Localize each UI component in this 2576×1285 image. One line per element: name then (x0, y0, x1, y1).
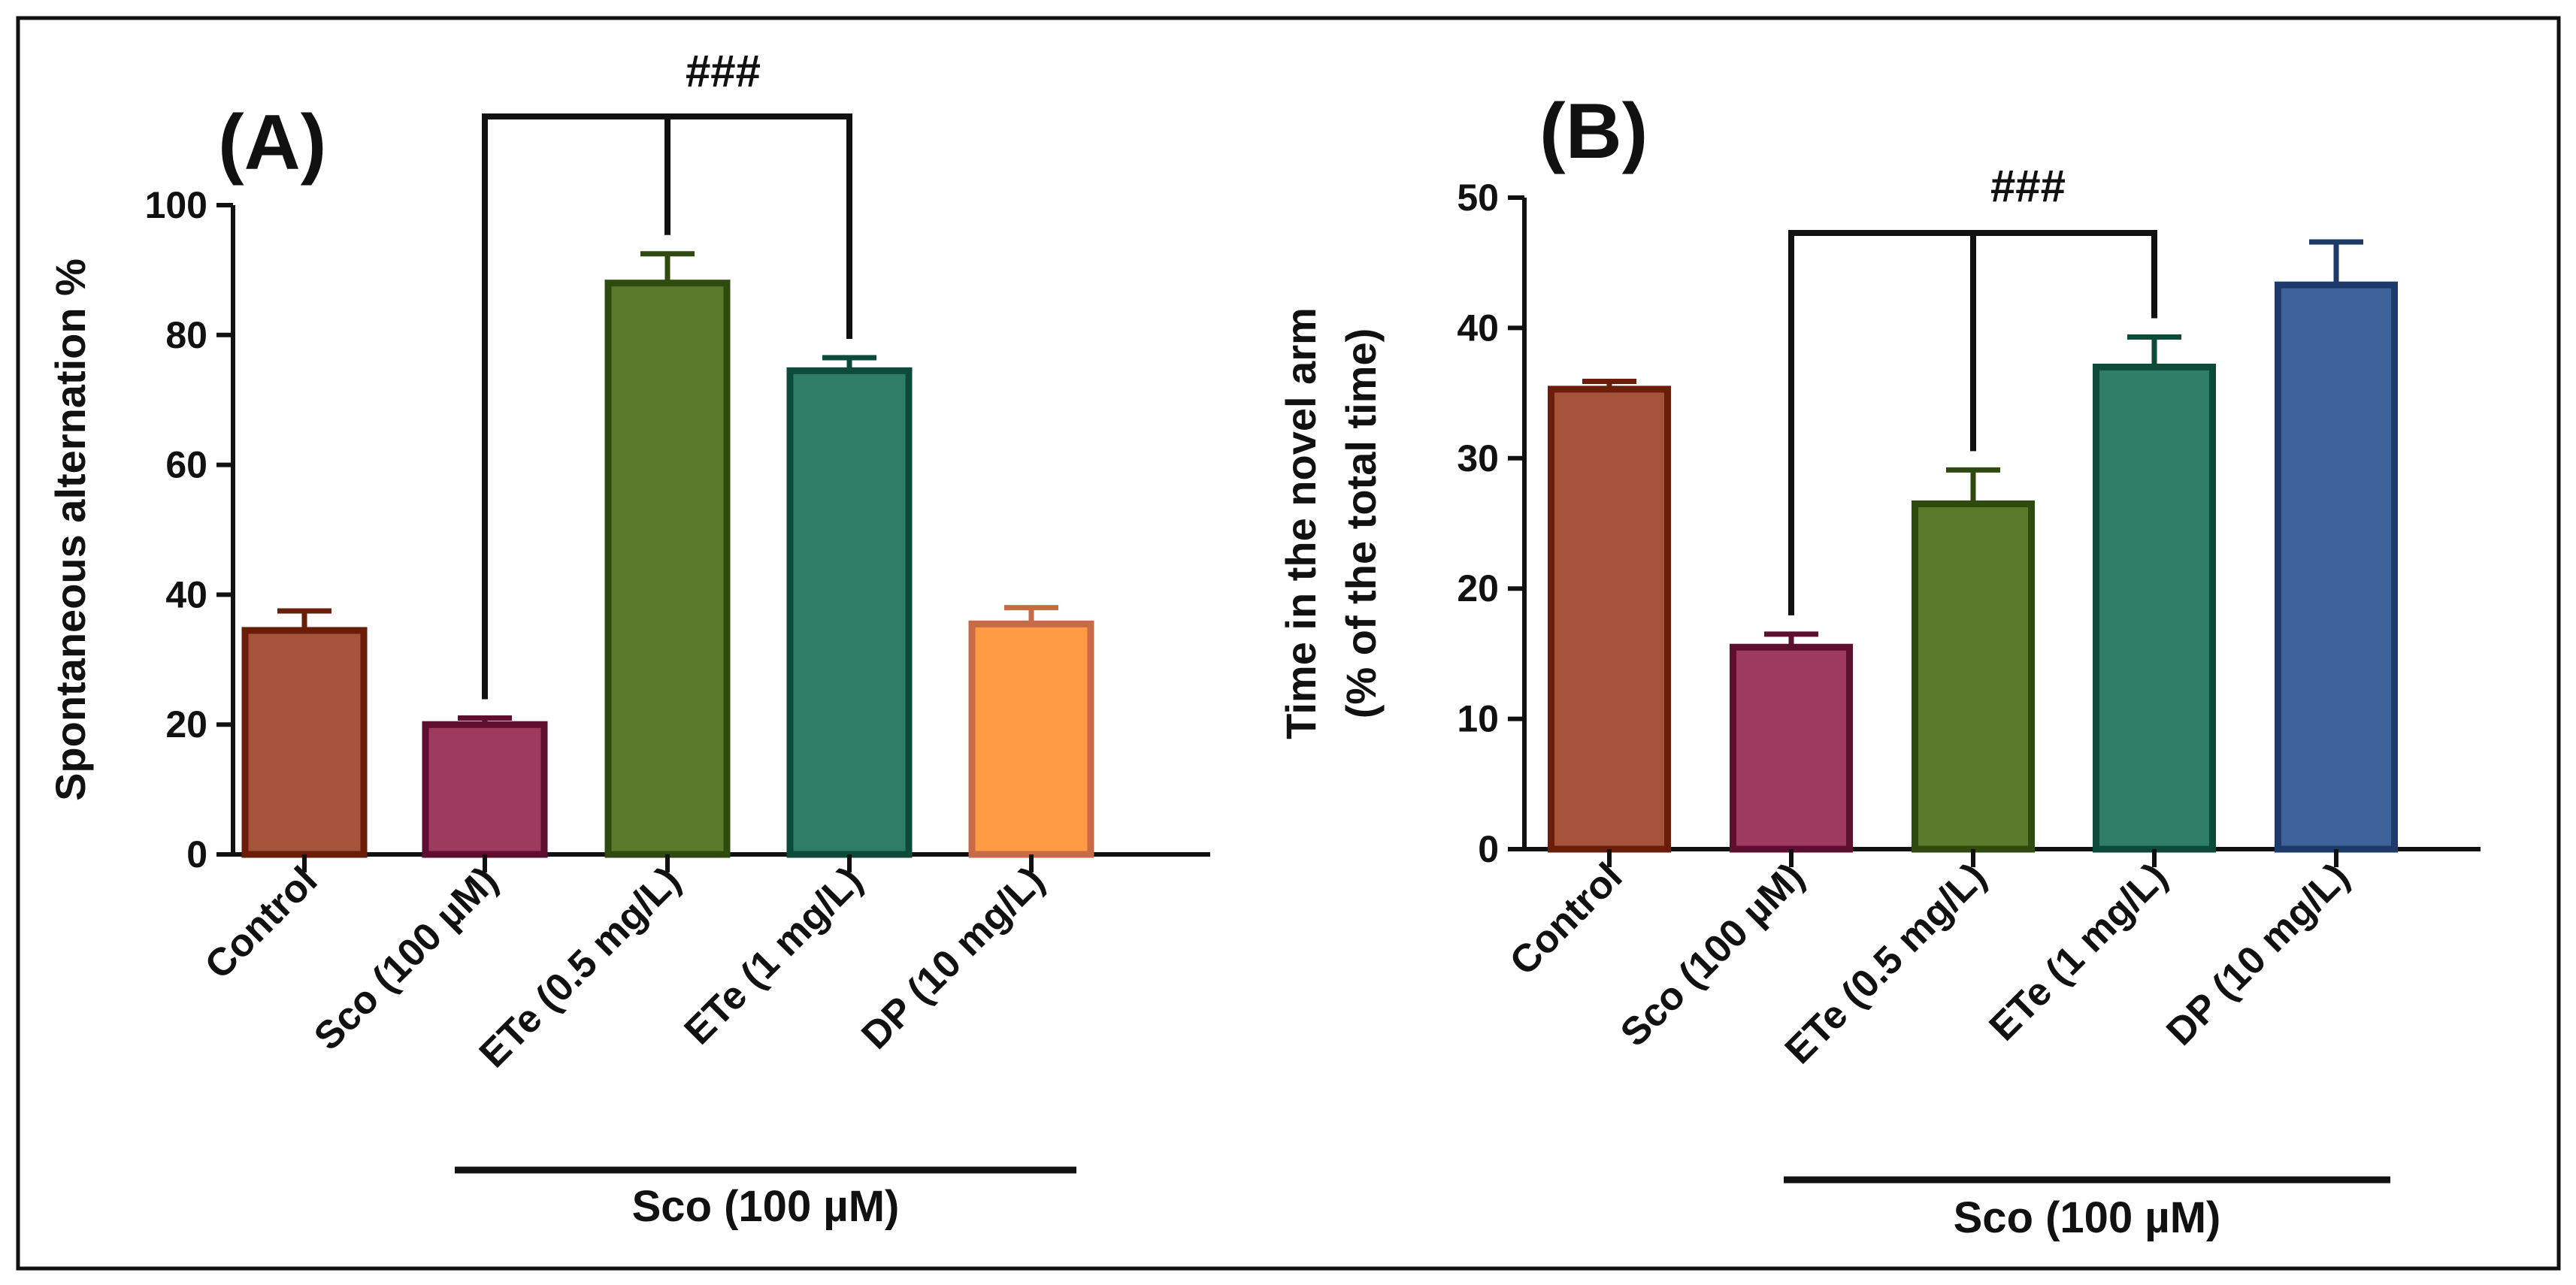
panel-b-y-axis-title: Time in the novel arm (% of the total tim… (1277, 307, 1385, 739)
panel-a-bar (968, 620, 1094, 858)
panel-b-bar (1548, 386, 1671, 853)
panel-b-bar (2093, 363, 2216, 853)
panel-a-group-label: Sco (100 µM) (632, 1182, 900, 1231)
panel-b-y-tick-label: 30 (1457, 437, 1499, 479)
panel-a-bar (604, 280, 731, 858)
panel-b-significance-label: ### (1990, 161, 2066, 211)
panel-b-bar (2275, 281, 2398, 853)
panel-b-bar (1912, 500, 2035, 853)
panel-b-y-axis-title-line: (% of the total time) (1337, 328, 1385, 719)
panel-a-label: (A) (218, 99, 326, 186)
panel-a-y-tick-label: 60 (165, 444, 207, 486)
panel-a-significance-label: ### (686, 46, 761, 96)
panel-a-bar (786, 367, 913, 858)
panel-b-group-label: Sco (100 µM) (1954, 1193, 2221, 1242)
panel-b-y-tick-label: 50 (1457, 177, 1499, 219)
panel-a-y-axis-title: Spontaneous alternation % (47, 259, 94, 801)
panel-a-y-tick-label: 40 (165, 573, 207, 615)
panel-b-y-tick-label: 20 (1457, 567, 1499, 609)
panel-a-y-tick-label: 80 (165, 314, 207, 356)
panel-a-y-tick-label: 20 (165, 703, 207, 745)
panel-a-y-axis-title-line: Spontaneous alternation % (47, 259, 94, 801)
panel-b-label: (B) (1539, 88, 1648, 175)
panel-a-bar (241, 627, 368, 858)
panel-a-y-tick-label: 0 (186, 833, 207, 875)
panel-b-y-axis-title-line: Time in the novel arm (1277, 307, 1324, 739)
panel-a-bar (422, 721, 548, 858)
panel-b-y-tick-label: 10 (1457, 698, 1499, 740)
panel-a-y-tick-label: 100 (145, 184, 207, 226)
panel-b-y-tick-label: 40 (1457, 307, 1499, 349)
panel-b-bar (1730, 643, 1853, 853)
panel-b-y-tick-label: 0 (1478, 828, 1499, 870)
